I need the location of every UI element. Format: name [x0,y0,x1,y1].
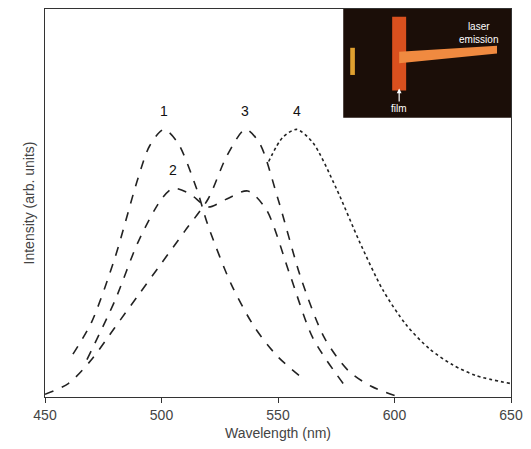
svg-text:600: 600 [383,407,407,423]
svg-text:2: 2 [169,162,177,178]
svg-text:Intensity (arb. units): Intensity (arb. units) [21,142,37,265]
svg-text:650: 650 [499,407,523,423]
svg-text:1: 1 [160,103,168,119]
svg-text:500: 500 [150,407,174,423]
svg-text:laseremission: laseremission [459,21,498,45]
svg-text:3: 3 [241,103,249,119]
svg-text:450: 450 [33,407,57,423]
svg-text:Wavelength (nm): Wavelength (nm) [225,425,331,441]
svg-text:4: 4 [293,103,301,119]
svg-text:550: 550 [266,407,290,423]
svg-text:film: film [391,103,407,114]
